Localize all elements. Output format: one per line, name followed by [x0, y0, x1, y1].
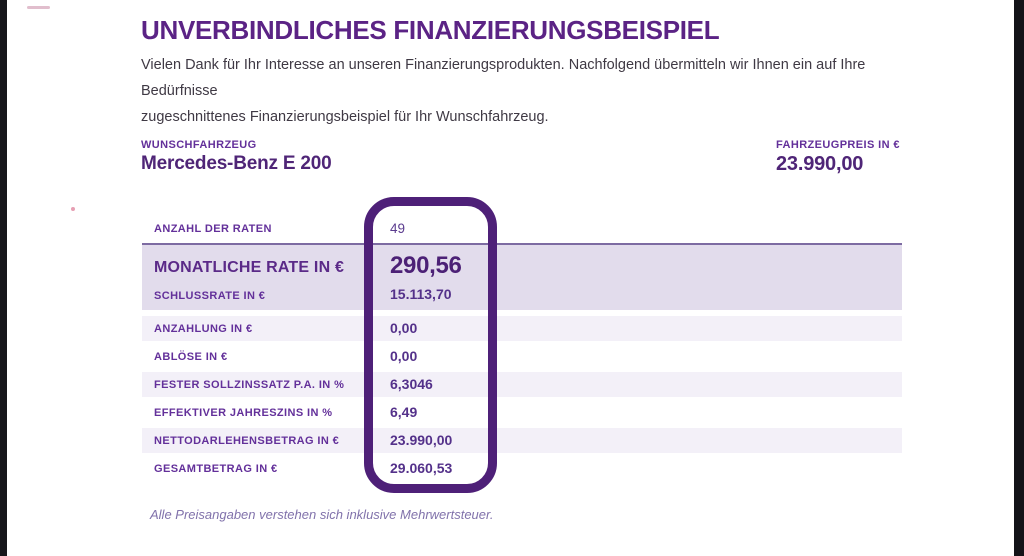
row-value: 6,3046 [390, 376, 433, 392]
row-label: ANZAHLUNG IN € [154, 323, 253, 335]
vehicle-price-value: 23.990,00 [776, 153, 864, 175]
right-edge-bar [1014, 0, 1024, 556]
table-row-fester-sollzinssatz: FESTER SOLLZINSSATZ P.A. IN % 6,3046 [142, 372, 902, 397]
row-label: EFFEKTIVER JAHRESZINS IN % [154, 407, 333, 419]
left-edge-bar [0, 0, 7, 556]
table-row-abloese: ABLÖSE IN € 0,00 [142, 344, 902, 369]
pink-dash-mark [27, 6, 50, 9]
vehicle-price-block: FAHRZEUGPREIS IN € 23.990,00 [776, 139, 900, 176]
row-value: 23.990,00 [390, 432, 453, 448]
row-value: 6,49 [390, 404, 418, 420]
monthly-rate-highlight-band: MONATLICHE RATE IN € 290,56 SCHLUSSRATE … [142, 243, 902, 310]
row-value: 0,00 [390, 348, 418, 364]
row-label: ANZAHL DER RATEN [154, 223, 272, 235]
row-value: 49 [390, 221, 406, 236]
pink-dot-mark [71, 207, 75, 211]
final-rate-value: 15.113,70 [390, 286, 452, 302]
intro-line-2: zugeschnittenes Finanzierungsbeispiel fü… [141, 109, 549, 125]
table-row-nettodarlehensbetrag: NETTODARLEHENSBETRAG IN € 23.990,00 [142, 428, 902, 453]
table-rows: ANZAHLUNG IN € 0,00 ABLÖSE IN € 0,00 FES… [142, 316, 902, 484]
monthly-rate-value: 290,56 [390, 252, 462, 279]
row-value: 0,00 [390, 320, 418, 336]
monthly-rate-label: MONATLICHE RATE IN € [154, 259, 345, 276]
vehicle-block: WUNSCHFAHRZEUG Mercedes-Benz E 200 [141, 139, 332, 175]
final-rate-label: SCHLUSSRATE IN € [154, 290, 266, 302]
row-label: ABLÖSE IN € [154, 351, 228, 363]
table-row-anzahl-der-raten: ANZAHL DER RATEN 49 [142, 214, 902, 242]
vehicle-label: WUNSCHFAHRZEUG [141, 139, 257, 151]
table-row-anzahlung: ANZAHLUNG IN € 0,00 [142, 316, 902, 341]
vat-footnote: Alle Preisangaben verstehen sich inklusi… [150, 507, 494, 522]
intro-text: Vielen Dank für Ihr Interesse an unseren… [141, 52, 891, 130]
row-label: NETTODARLEHENSBETRAG IN € [154, 435, 340, 447]
table-row-effektiver-jahreszins: EFFEKTIVER JAHRESZINS IN % 6,49 [142, 400, 902, 425]
vehicle-price-label: FAHRZEUGPREIS IN € [776, 139, 900, 151]
row-label: FESTER SOLLZINSSATZ P.A. IN % [154, 379, 345, 391]
table-row-gesamtbetrag: GESAMTBETRAG IN € 29.060,53 [142, 456, 902, 481]
intro-line-1: Vielen Dank für Ihr Interesse an unseren… [141, 57, 866, 99]
vehicle-name: Mercedes-Benz E 200 [141, 153, 332, 174]
page-title: UNVERBINDLICHES FINANZIERUNGSBEISPIEL [141, 15, 720, 45]
row-label: GESAMTBETRAG IN € [154, 463, 278, 475]
row-value: 29.060,53 [390, 460, 453, 476]
